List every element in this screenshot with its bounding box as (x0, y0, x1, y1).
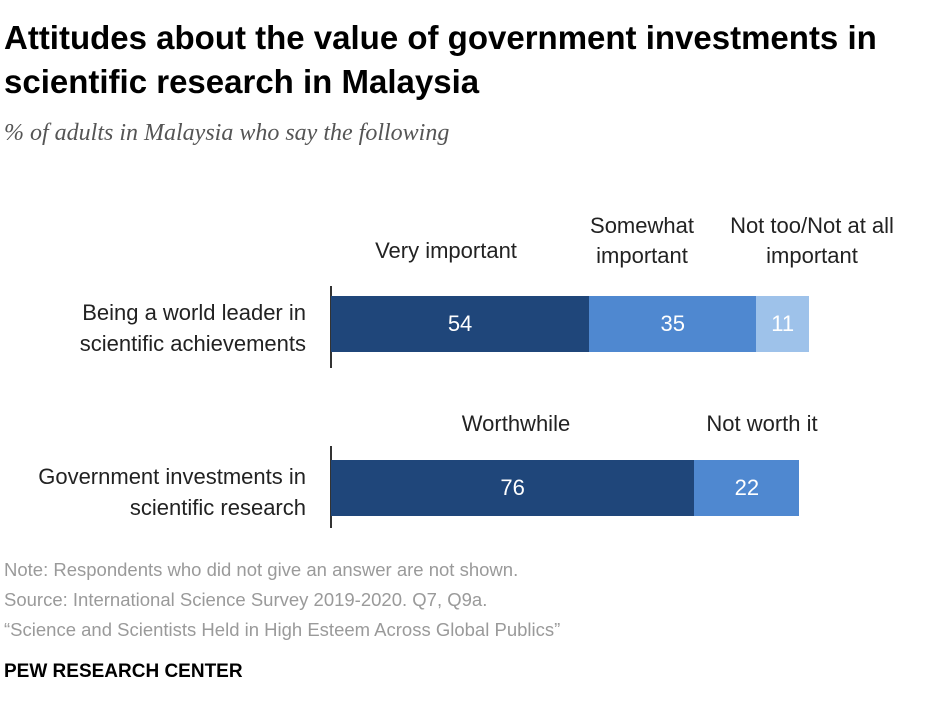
data-label: 76 (500, 475, 525, 500)
chart-title: Attitudes about the value of government … (4, 19, 877, 100)
bar-very-important: 54 (331, 296, 590, 352)
legend-not-worth-it: Not worth it (706, 411, 818, 436)
data-label: 54 (447, 311, 473, 336)
footnote-report: “Science and Scientists Held in High Est… (4, 619, 561, 640)
row-label-government-investments: Government investments in scientific res… (38, 464, 306, 520)
data-label: 22 (734, 475, 760, 500)
data-label: 35 (660, 311, 685, 336)
legend-somewhat-important: Somewhat important (590, 213, 694, 268)
data-label: 11 (771, 311, 795, 336)
bar-not-too-important: 11 (756, 296, 809, 352)
brand-label: PEW RESEARCH CENTER (4, 661, 243, 682)
bar-worthwhile: 76 (331, 460, 695, 516)
legend-very-important: Very important (375, 238, 517, 263)
footnote-note: Note: Respondents who did not give an an… (4, 559, 519, 580)
chart-subtitle: % of adults in Malaysia who say the foll… (4, 120, 450, 146)
bar-not-worth-it: 22 (694, 460, 800, 516)
bar-somewhat-important: 35 (589, 296, 757, 352)
legend-worthwhile: Worthwhile (461, 411, 571, 436)
footnote-source: Source: International Science Survey 201… (4, 589, 488, 610)
row-label-world-leader: Being a world leader in scientific achie… (79, 300, 306, 356)
legend-not-too-important: Not too/Not at all important (730, 213, 894, 268)
